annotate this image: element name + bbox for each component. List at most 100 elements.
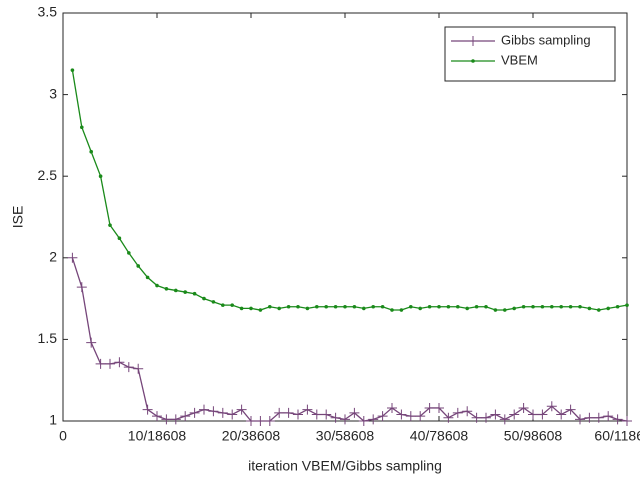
point-marker xyxy=(368,414,379,425)
point-marker xyxy=(474,304,479,309)
y-tick-label: 3.5 xyxy=(38,4,58,20)
y-axis-label: ISE xyxy=(10,206,26,229)
point-marker xyxy=(509,409,520,420)
point-marker xyxy=(174,288,178,293)
point-marker xyxy=(518,402,529,413)
point-marker xyxy=(490,409,501,420)
point-marker xyxy=(415,411,426,422)
point-marker xyxy=(277,306,282,311)
x-axis-label: iteration VBEM/Gibbs sampling xyxy=(248,458,442,474)
point-marker xyxy=(521,304,526,309)
point-marker xyxy=(471,412,482,423)
point-marker xyxy=(418,306,423,311)
point-marker xyxy=(311,409,322,420)
point-marker xyxy=(189,407,200,418)
point-marker xyxy=(117,236,122,241)
point-marker xyxy=(89,149,93,154)
y-tick-label: 1 xyxy=(49,412,57,428)
point-marker xyxy=(227,409,238,420)
y-tick-label: 2 xyxy=(49,249,57,265)
point-marker xyxy=(462,406,473,417)
point-marker xyxy=(597,308,601,312)
point-marker xyxy=(330,412,341,423)
point-marker xyxy=(568,304,573,309)
y-tick-label: 1.5 xyxy=(38,330,58,346)
point-marker xyxy=(528,409,538,420)
point-marker xyxy=(465,306,470,311)
point-marker xyxy=(550,304,554,309)
point-marker xyxy=(493,308,498,312)
point-marker xyxy=(584,412,595,423)
point-marker xyxy=(180,411,191,422)
legend-label: VBEM xyxy=(501,52,538,67)
point-marker xyxy=(155,283,159,288)
point-marker xyxy=(362,306,366,311)
point-marker xyxy=(258,308,263,312)
point-marker xyxy=(315,304,319,309)
point-marker xyxy=(217,407,228,418)
point-marker xyxy=(352,304,357,309)
point-marker xyxy=(559,304,563,309)
point-marker xyxy=(202,296,206,301)
x-tick-label: 30/58608 xyxy=(316,428,375,444)
point-marker xyxy=(249,306,253,311)
legend-marker xyxy=(468,36,478,46)
point-marker xyxy=(603,411,614,422)
point-marker xyxy=(80,125,84,130)
point-marker xyxy=(255,416,266,426)
point-marker xyxy=(358,416,369,426)
point-marker xyxy=(424,402,435,413)
x-tick-label: 10/18608 xyxy=(128,428,187,444)
point-marker xyxy=(208,406,219,417)
point-marker xyxy=(503,308,507,312)
point-marker xyxy=(145,275,150,280)
point-marker xyxy=(499,414,510,425)
point-marker xyxy=(305,306,310,311)
x-tick-label: 40/78608 xyxy=(410,428,469,444)
point-marker xyxy=(396,409,407,420)
point-marker xyxy=(142,404,153,415)
point-marker xyxy=(268,304,272,309)
y-tick-label: 3 xyxy=(49,85,57,101)
x-tick-label: 0 xyxy=(59,428,67,444)
point-marker xyxy=(221,303,225,307)
point-marker xyxy=(446,304,451,309)
point-marker xyxy=(293,409,303,420)
point-marker xyxy=(452,407,463,418)
legend-label: Gibbs sampling xyxy=(501,32,591,47)
point-marker xyxy=(236,404,247,415)
point-marker xyxy=(274,407,285,418)
point-marker xyxy=(283,407,294,418)
x-tick-label: 20/38608 xyxy=(222,428,281,444)
point-marker xyxy=(456,304,460,309)
point-marker xyxy=(606,306,610,311)
point-marker xyxy=(70,68,75,72)
point-marker xyxy=(86,337,97,348)
point-marker xyxy=(98,174,103,178)
point-marker xyxy=(399,308,404,312)
x-tick-label: 50/98608 xyxy=(504,428,563,444)
y-tick-label: 2.5 xyxy=(38,167,58,183)
point-marker xyxy=(405,411,416,422)
point-marker xyxy=(587,306,592,311)
point-marker xyxy=(484,304,488,309)
point-marker xyxy=(164,287,169,291)
point-marker xyxy=(349,407,360,418)
point-marker xyxy=(343,304,347,309)
point-marker xyxy=(540,304,545,309)
point-marker xyxy=(286,304,291,309)
point-marker xyxy=(556,409,567,420)
point-marker xyxy=(170,414,181,425)
point-marker xyxy=(108,223,112,227)
point-marker xyxy=(537,409,548,420)
point-marker xyxy=(183,290,187,294)
point-marker xyxy=(377,411,388,422)
point-marker xyxy=(625,303,629,307)
point-marker xyxy=(321,409,332,420)
point-marker xyxy=(136,264,140,268)
point-marker xyxy=(152,411,162,422)
point-marker xyxy=(593,412,604,423)
point-marker xyxy=(443,412,454,423)
point-marker xyxy=(95,358,106,369)
point-marker xyxy=(612,414,623,425)
